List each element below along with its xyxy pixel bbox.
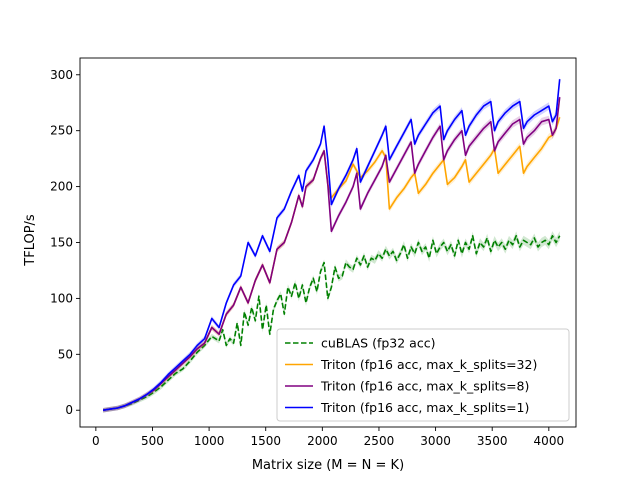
series-line-3	[102, 79, 561, 411]
y-tick-label-0: 0	[65, 403, 73, 417]
x-axis-label: Matrix size (M = N = K)	[252, 458, 404, 473]
y-tick-label-300: 300	[50, 68, 73, 82]
x-tick-label-1000: 1000	[194, 434, 225, 448]
x-tick-label-4000: 4000	[534, 434, 565, 448]
series-line-2	[102, 97, 561, 411]
y-tick-label-100: 100	[50, 291, 73, 305]
legend-label-0: cuBLAS (fp32 acc)	[321, 336, 435, 351]
x-tick-label-3000: 3000	[420, 434, 451, 448]
x-tick-label-500: 500	[141, 434, 164, 448]
y-tick-label-250: 250	[50, 124, 73, 138]
legend: cuBLAS (fp32 acc) Triton (fp16 acc, max_k…	[276, 328, 570, 422]
y-axis-label: TFLOP/s	[23, 214, 38, 267]
y-tick-label-150: 150	[50, 236, 73, 250]
series-layer	[102, 75, 561, 413]
legend-label-2: Triton (fp16 acc, max_k_splits=8)	[320, 379, 529, 394]
x-tick-label-1500: 1500	[250, 434, 281, 448]
y-tick-label-50: 50	[58, 347, 73, 361]
legend-label-3: Triton (fp16 acc, max_k_splits=1)	[320, 400, 529, 415]
axes-layer: 0 500 1000 1500 2000 2500 3000 3500 4000 0 50 100 15…	[50, 57, 577, 448]
series-band-0	[103, 231, 560, 413]
legend-label-1: Triton (fp16 acc, max_k_splits=32)	[320, 357, 537, 372]
legend-box	[276, 328, 570, 422]
y-tick-label-200: 200	[50, 180, 73, 194]
x-tick-label-3500: 3500	[477, 434, 508, 448]
series-line-0	[102, 235, 561, 411]
x-tick-label-2000: 2000	[307, 434, 338, 448]
x-tick-label-0: 0	[92, 434, 100, 448]
x-tick-label-2500: 2500	[364, 434, 395, 448]
